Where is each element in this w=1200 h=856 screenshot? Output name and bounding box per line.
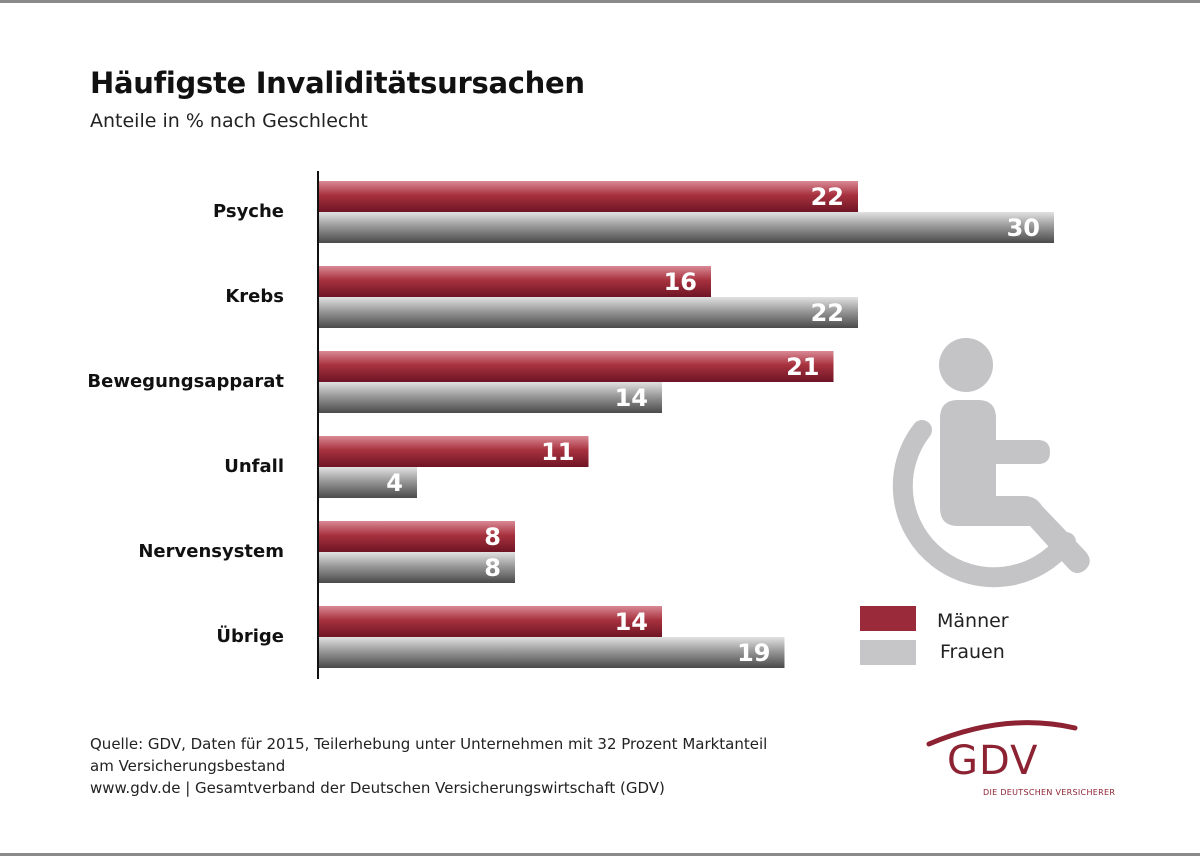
category-label-bewegungsapparat: Bewegungsapparat: [87, 371, 284, 392]
wheelchair-icon: [892, 338, 1090, 588]
category-label-krebs: Krebs: [225, 286, 284, 307]
bar-maenner-krebs: [319, 266, 711, 297]
logo-tagline: DIE DEUTSCHEN VERSICHERER: [983, 788, 1116, 797]
bar-frauen-nervensystem: [319, 552, 515, 583]
footer: Quelle: GDV, Daten für 2015, Teilerhebun…: [90, 733, 810, 799]
value-label-maenner-krebs: 16: [664, 268, 697, 296]
value-label-maenner-nervensystem: 8: [484, 523, 501, 551]
bar-frauen-psyche: [319, 212, 1054, 243]
bars-layer: [319, 181, 1054, 668]
bar-maenner-psyche: [319, 181, 858, 212]
bottom-rule: [0, 853, 1200, 856]
category-label-unfall: Unfall: [224, 456, 284, 477]
legend-label-frauen: Frauen: [940, 641, 1005, 663]
bar-maenner-uebrige: [319, 606, 662, 637]
legend-swatch-frauen: [860, 640, 916, 665]
logo-arc: [926, 720, 1078, 747]
chart-title: Häufigste Invaliditätsursachen: [90, 66, 585, 100]
value-label-maenner-uebrige: 14: [615, 608, 648, 636]
category-label-nervensystem: Nervensystem: [138, 541, 284, 562]
bar-maenner-bewegungsapparat: [319, 351, 834, 382]
publisher-line: www.gdv.de | Gesamtverband der Deutschen…: [90, 779, 665, 797]
source-line-1: Quelle: GDV, Daten für 2015, Teilerhebun…: [90, 735, 768, 753]
category-label-psyche: Psyche: [213, 201, 284, 222]
legend: Männer Frauen: [860, 606, 1009, 665]
value-label-frauen-nervensystem: 8: [484, 554, 501, 582]
value-label-maenner-unfall: 11: [541, 438, 574, 466]
logo-text: GDV: [947, 738, 1039, 784]
bar-maenner-unfall: [319, 436, 589, 467]
legend-swatch-maenner: [860, 606, 916, 631]
bar-maenner-nervensystem: [319, 521, 515, 552]
value-label-frauen-krebs: 22: [811, 299, 844, 327]
labels-layer: Psyche 22 30 Krebs 16 22 Bewegungsapparat 21 14 U…: [87, 183, 1040, 667]
gdv-logo: GDV DIE DEUTSCHEN VERSICHERER: [925, 718, 1115, 804]
chart-subtitle: Anteile in % nach Geschlecht: [90, 110, 368, 132]
bar-frauen-krebs: [319, 297, 858, 328]
value-label-frauen-bewegungsapparat: 14: [615, 384, 648, 412]
top-rule: [0, 0, 1200, 3]
bar-frauen-unfall: [319, 467, 417, 498]
source-line-2: am Versicherungsbestand: [90, 757, 286, 775]
legend-label-maenner: Männer: [937, 610, 1009, 632]
value-label-maenner-psyche: 22: [811, 183, 844, 211]
category-label-uebrige: Übrige: [216, 625, 284, 647]
value-label-frauen-unfall: 4: [386, 469, 403, 497]
bar-frauen-uebrige: [319, 637, 785, 668]
value-label-frauen-uebrige: 19: [737, 639, 770, 667]
value-label-frauen-psyche: 30: [1007, 214, 1040, 242]
value-label-maenner-bewegungsapparat: 21: [786, 353, 819, 381]
bar-frauen-bewegungsapparat: [319, 382, 662, 413]
